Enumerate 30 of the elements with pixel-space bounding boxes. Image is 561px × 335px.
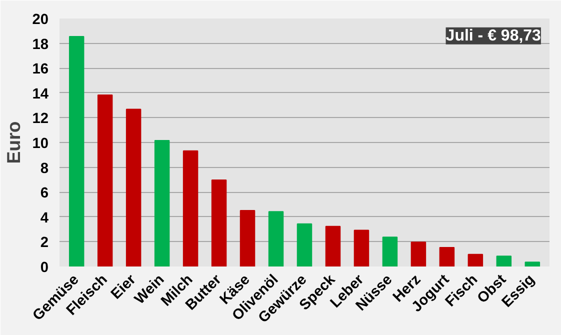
- y-tick-label: 6: [40, 186, 49, 202]
- bar: [325, 226, 341, 266]
- bar: [524, 262, 540, 266]
- bar: [68, 36, 84, 266]
- bar: [97, 94, 113, 266]
- bar: [211, 179, 227, 266]
- y-tick-label: 18: [32, 36, 49, 53]
- bar: [382, 236, 398, 266]
- y-tick-label: 2: [40, 235, 49, 252]
- y-tick-label: 0: [40, 260, 49, 276]
- y-axis-title: Euro: [3, 121, 24, 164]
- bar: [240, 210, 256, 266]
- bar: [154, 140, 170, 266]
- bar: [268, 211, 284, 266]
- bar: [439, 247, 455, 266]
- bar: [496, 256, 512, 266]
- bar: [126, 108, 142, 266]
- y-tick-label: 16: [32, 62, 49, 78]
- bar: [468, 254, 484, 266]
- y-tick-label: 12: [32, 111, 49, 128]
- y-tick-label: 20: [32, 12, 49, 28]
- y-tick-label: 14: [32, 86, 50, 102]
- annotation: Juli - € 98,73: [446, 27, 542, 44]
- y-tick-label: 4: [40, 210, 50, 226]
- bar: [354, 230, 370, 266]
- y-tick-label: 10: [32, 136, 49, 152]
- bar: [296, 223, 312, 266]
- bar: [410, 242, 426, 266]
- y-tick-label: 8: [40, 160, 49, 177]
- bar: [182, 150, 198, 266]
